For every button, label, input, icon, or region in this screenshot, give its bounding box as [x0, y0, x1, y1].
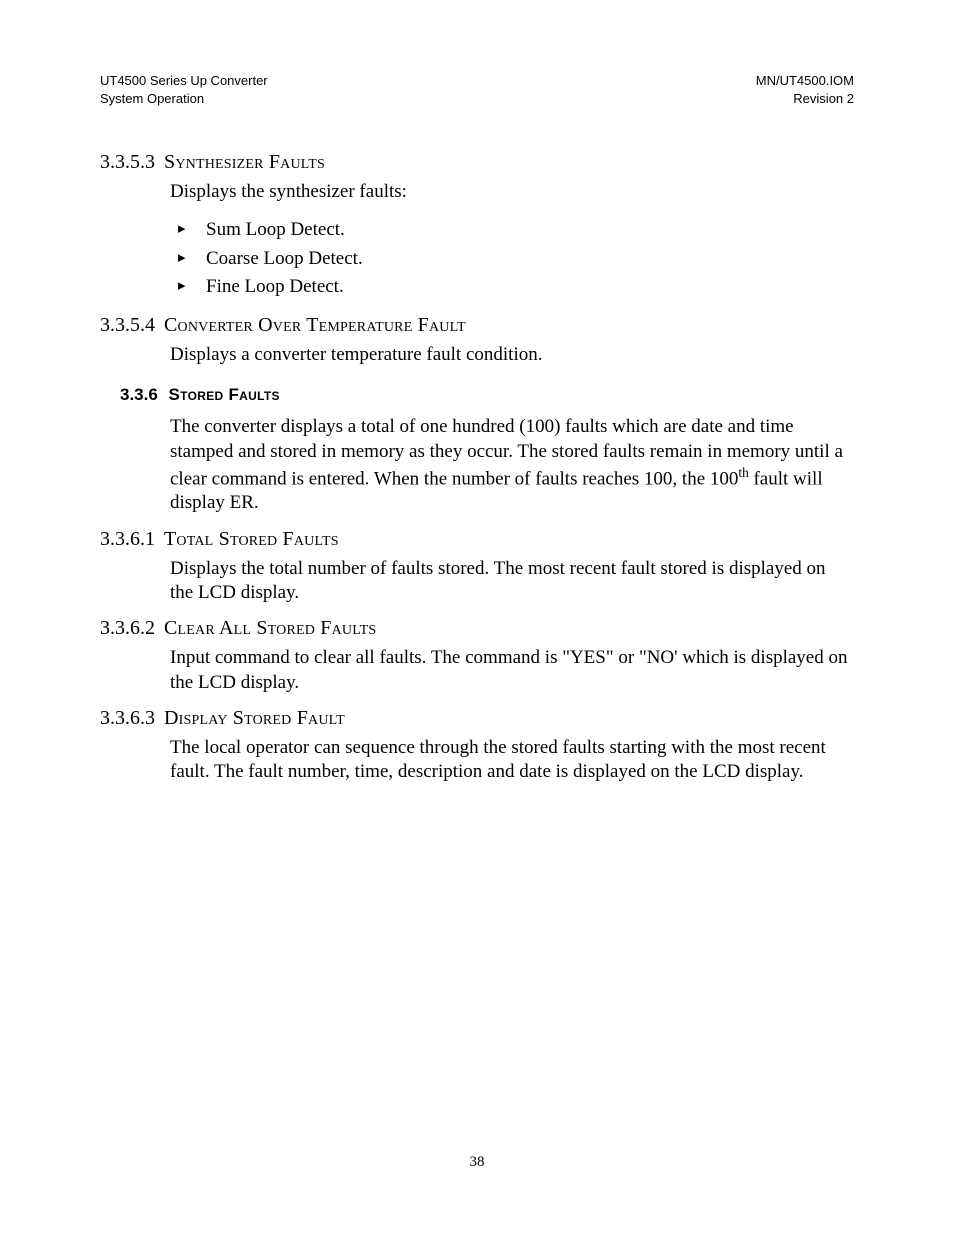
page-header: UT4500 Series Up Converter System Operat…	[100, 72, 854, 107]
heading-number: 3.3.5.4	[100, 314, 155, 336]
section-body-3-3-6: The converter displays a total of one hu…	[170, 415, 850, 516]
heading-title: Display Stored Fault	[164, 707, 345, 729]
heading-number: 3.3.6	[120, 385, 158, 404]
section-body-3-3-6-1: Displays the total number of faults stor…	[170, 557, 850, 606]
heading-title: Clear All Stored Faults	[164, 617, 376, 639]
section-lead-3-3-5-3: Displays the synthesizer faults:	[170, 180, 850, 204]
header-left-line1: UT4500 Series Up Converter	[100, 72, 268, 90]
heading-3-3-5-3: 3.3.5.3 Synthesizer Faults	[100, 151, 854, 174]
heading-3-3-6: 3.3.6 Stored Faults	[120, 385, 854, 405]
synthesizer-fault-list: Sum Loop Detect. Coarse Loop Detect. Fin…	[178, 216, 854, 302]
superscript-th: th	[738, 465, 748, 480]
heading-3-3-6-3: 3.3.6.3 Display Stored Fault	[100, 707, 854, 730]
header-right-line1: MN/UT4500.IOM	[756, 72, 854, 90]
section-body-3-3-6-2: Input command to clear all faults. The c…	[170, 646, 850, 695]
heading-3-3-6-2: 3.3.6.2 Clear All Stored Faults	[100, 617, 854, 640]
page-number: 38	[0, 1154, 954, 1171]
header-right-line2: Revision 2	[756, 90, 854, 108]
heading-number: 3.3.6.2	[100, 617, 155, 639]
heading-number: 3.3.6.1	[100, 528, 155, 550]
list-item: Fine Loop Detect.	[178, 273, 854, 302]
header-left-line2: System Operation	[100, 90, 268, 108]
heading-title: Synthesizer Faults	[164, 151, 325, 173]
heading-title: Stored Faults	[169, 385, 280, 404]
heading-number: 3.3.5.3	[100, 151, 155, 173]
heading-number: 3.3.6.3	[100, 707, 155, 729]
list-item: Sum Loop Detect.	[178, 216, 854, 245]
heading-3-3-6-1: 3.3.6.1 Total Stored Faults	[100, 528, 854, 551]
heading-title: Converter Over Temperature Fault	[164, 314, 466, 336]
heading-title: Total Stored Faults	[164, 528, 339, 550]
section-body-3-3-6-3: The local operator can sequence through …	[170, 736, 850, 785]
heading-3-3-5-4: 3.3.5.4 Converter Over Temperature Fault	[100, 314, 854, 337]
list-item: Coarse Loop Detect.	[178, 245, 854, 274]
section-body-3-3-5-4: Displays a converter temperature fault c…	[170, 343, 850, 367]
